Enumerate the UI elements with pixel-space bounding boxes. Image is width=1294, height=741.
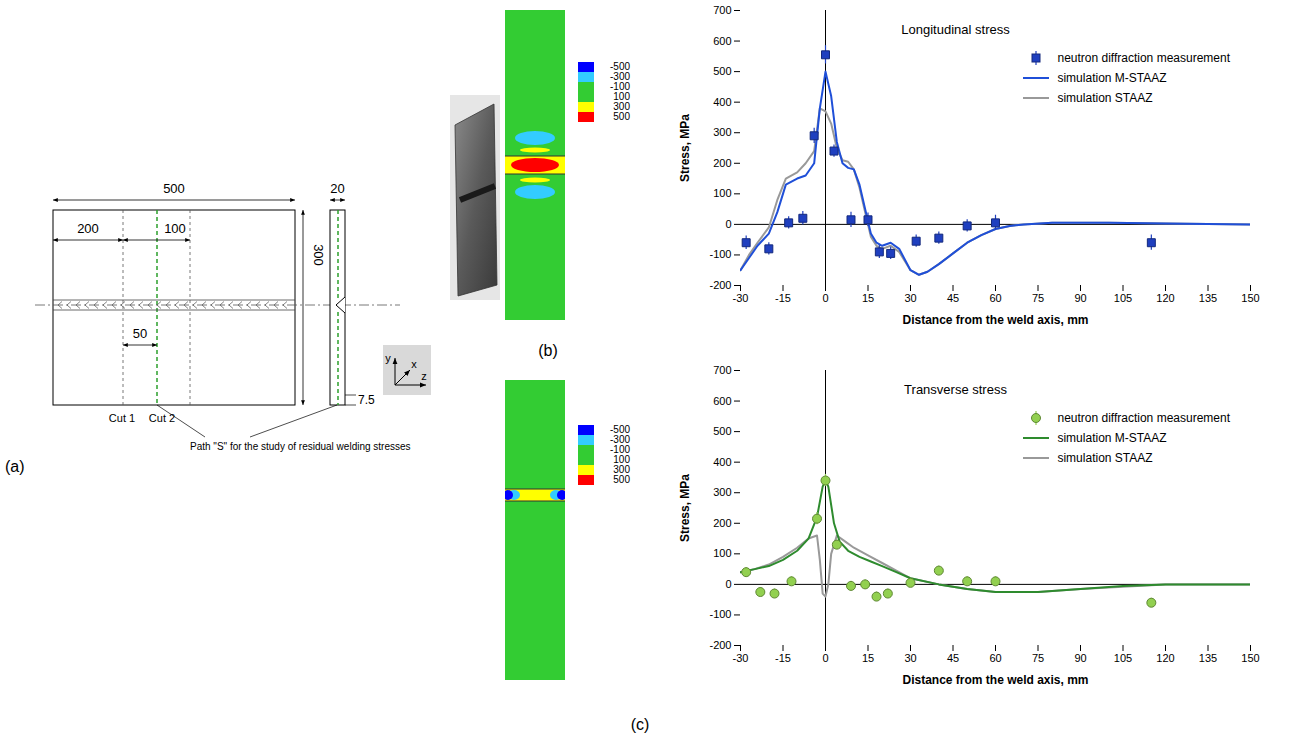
svg-text:400: 400 — [713, 96, 731, 108]
svg-text:-30: -30 — [733, 652, 749, 664]
svg-text:x: x — [411, 358, 417, 370]
svg-text:300: 300 — [713, 126, 731, 138]
svg-text:600: 600 — [713, 395, 731, 407]
svg-text:300: 300 — [311, 244, 326, 266]
svg-text:-200: -200 — [709, 639, 731, 651]
svg-text:120: 120 — [1156, 652, 1174, 664]
svg-text:-30: -30 — [733, 292, 749, 304]
svg-text:-300: -300 — [610, 71, 630, 82]
svg-text:-200: -200 — [709, 279, 731, 291]
svg-text:45: 45 — [947, 292, 959, 304]
svg-text:-100: -100 — [709, 608, 731, 620]
svg-text:Stress, MPa: Stress, MPa — [678, 474, 692, 542]
svg-text:50: 50 — [133, 326, 147, 341]
svg-text:100: 100 — [613, 454, 630, 465]
html-text:simulation STAAZ: simulation STAAZ — [1057, 451, 1153, 465]
svg-text:100: 100 — [613, 91, 630, 102]
svg-text:700: 700 — [713, 4, 731, 16]
svg-text:100: 100 — [164, 221, 186, 236]
svg-text:150: 150 — [1241, 652, 1259, 664]
svg-text:120: 120 — [1156, 292, 1174, 304]
svg-text:300: 300 — [613, 101, 630, 112]
svg-text:z: z — [421, 370, 427, 382]
svg-text:90: 90 — [1074, 652, 1086, 664]
svg-text:Stress, MPa: Stress, MPa — [678, 114, 692, 182]
svg-text:Longitudinal stress: Longitudinal stress — [901, 22, 1010, 37]
svg-text:-100: -100 — [709, 248, 731, 260]
svg-text:-500: -500 — [610, 61, 630, 72]
html-text:neutron diffraction measuremen: neutron diffraction measurement — [1057, 411, 1230, 425]
svg-text:500: 500 — [713, 425, 731, 437]
svg-text:100: 100 — [713, 547, 731, 559]
svg-text:600: 600 — [713, 35, 731, 47]
svg-text:90: 90 — [1074, 292, 1086, 304]
svg-text:700: 700 — [713, 364, 731, 376]
svg-text:0: 0 — [725, 218, 731, 230]
html-text:simulation STAAZ: simulation STAAZ — [1057, 91, 1153, 105]
svg-text:15: 15 — [862, 652, 874, 664]
svg-text:7.5: 7.5 — [358, 393, 375, 407]
svg-text:y: y — [385, 352, 391, 364]
svg-text:-100: -100 — [610, 81, 630, 92]
svg-text:30: 30 — [904, 292, 916, 304]
html-text:neutron diffraction measuremen: neutron diffraction measurement — [1057, 51, 1230, 65]
html-text:simulation M-STAAZ: simulation M-STAAZ — [1057, 431, 1167, 445]
svg-text:400: 400 — [713, 456, 731, 468]
svg-text:-500: -500 — [610, 424, 630, 435]
svg-text:60: 60 — [989, 292, 1001, 304]
svg-text:200: 200 — [77, 221, 99, 236]
svg-text:(c): (c) — [631, 716, 650, 733]
svg-text:500: 500 — [613, 474, 630, 485]
svg-text:-300: -300 — [610, 434, 630, 445]
svg-text:(b): (b) — [538, 342, 558, 359]
svg-text:Distance from the weld axis, m: Distance from the weld axis, mm — [902, 313, 1088, 327]
svg-text:-15: -15 — [775, 652, 791, 664]
svg-text:20: 20 — [330, 181, 344, 196]
svg-text:300: 300 — [613, 464, 630, 475]
svg-text:Cut 1: Cut 1 — [109, 412, 135, 424]
html-text:simulation M-STAAZ: simulation M-STAAZ — [1057, 71, 1167, 85]
svg-text:100: 100 — [713, 187, 731, 199]
svg-text:75: 75 — [1032, 292, 1044, 304]
svg-text:500: 500 — [713, 65, 731, 77]
svg-text:0: 0 — [822, 292, 828, 304]
svg-text:135: 135 — [1199, 652, 1217, 664]
svg-text:Cut 2: Cut 2 — [149, 412, 175, 424]
svg-text:150: 150 — [1241, 292, 1259, 304]
svg-text:200: 200 — [713, 517, 731, 529]
svg-text:-100: -100 — [610, 444, 630, 455]
svg-text:75: 75 — [1032, 652, 1044, 664]
svg-text:200: 200 — [713, 157, 731, 169]
svg-text:105: 105 — [1114, 652, 1132, 664]
svg-text:105: 105 — [1114, 292, 1132, 304]
svg-text:Distance from the weld axis, m: Distance from the weld axis, mm — [902, 673, 1088, 687]
svg-text:15: 15 — [862, 292, 874, 304]
svg-text:60: 60 — [989, 652, 1001, 664]
svg-text:0: 0 — [725, 578, 731, 590]
svg-text:-15: -15 — [775, 292, 791, 304]
svg-text:500: 500 — [163, 181, 185, 196]
svg-text:Path "S" for the study of resi: Path "S" for the study of residual weldi… — [190, 441, 411, 452]
svg-text:0: 0 — [822, 652, 828, 664]
svg-text:Transverse stress: Transverse stress — [904, 382, 1007, 397]
svg-text:(a): (a) — [5, 458, 25, 475]
svg-text:45: 45 — [947, 652, 959, 664]
svg-text:30: 30 — [904, 652, 916, 664]
svg-text:300: 300 — [713, 486, 731, 498]
svg-text:500: 500 — [613, 111, 630, 122]
svg-text:135: 135 — [1199, 292, 1217, 304]
